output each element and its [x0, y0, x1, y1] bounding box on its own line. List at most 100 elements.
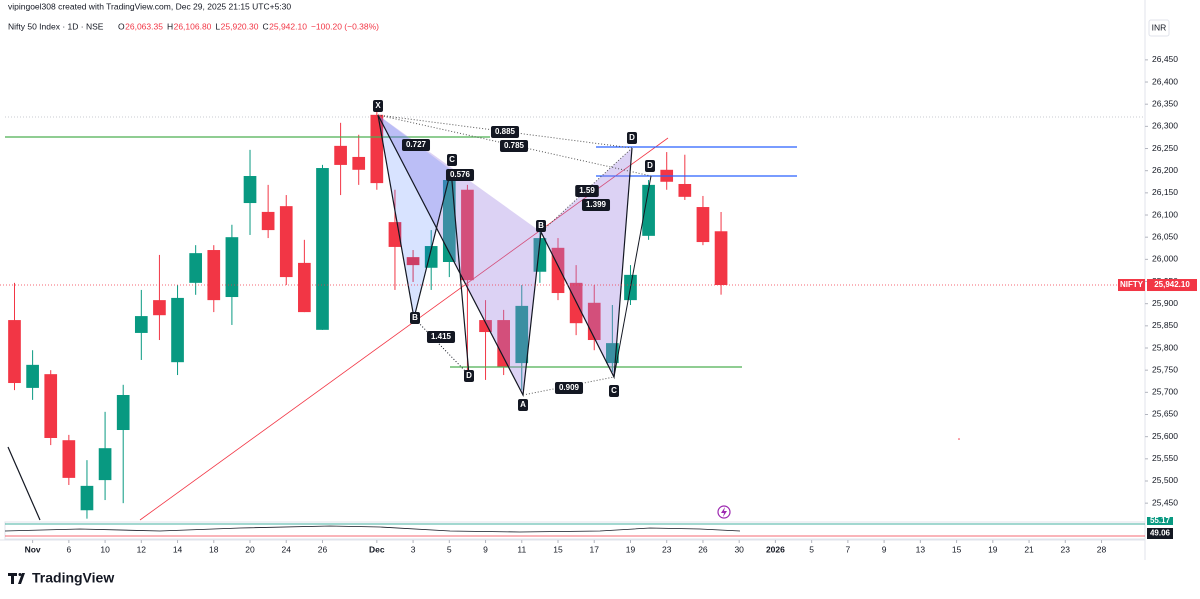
y-tick-label: 26,350 [1152, 98, 1178, 108]
y-tick-label: 26,000 [1152, 254, 1178, 264]
candle-body [696, 207, 710, 243]
y-tick-label: 25,550 [1152, 453, 1178, 463]
x-tick-label: 13 [916, 544, 926, 554]
candle-body [479, 320, 492, 333]
ratio-label: 0.885 [495, 127, 516, 136]
x-tick-label: 21 [1024, 544, 1034, 554]
candle-body [207, 250, 221, 301]
x-tick-label: 28 [1097, 544, 1107, 554]
legend-key: H [167, 21, 173, 31]
trend-line [7, 446, 41, 521]
currency-box[interactable] [1148, 19, 1170, 37]
x-tick-label: 14 [173, 544, 183, 554]
y-tick-label: 26,250 [1152, 143, 1178, 153]
credit: vipingoel308 created with TradingView.co… [8, 1, 291, 11]
pattern-point: D [647, 161, 653, 170]
y-tick-label: 25,700 [1152, 387, 1178, 397]
x-tick-label: 11 [517, 544, 526, 554]
y-tick-label: 25,500 [1152, 475, 1178, 485]
indicator-label: 49.06 [1150, 529, 1171, 538]
pattern-point-box [627, 132, 637, 144]
ratio-label: 0.576 [450, 170, 471, 179]
candle-body [298, 262, 311, 313]
candle-body [62, 440, 76, 478]
pattern-point-box [609, 385, 619, 397]
x-tick-label: 18 [209, 544, 219, 554]
ratio-line [522, 376, 615, 396]
pattern-fill [378, 115, 451, 318]
indicator-line [4, 525, 741, 533]
candle-body [714, 231, 728, 286]
pattern-point: D [629, 133, 635, 142]
last-price-label: 25,942.10 [1154, 280, 1190, 289]
x-tick-label: Nov [25, 544, 41, 554]
indicator-tag [1147, 517, 1173, 525]
x-tick-label: 5 [809, 544, 814, 554]
x-tick-label: 9 [483, 544, 488, 554]
candle-body [116, 394, 130, 431]
pattern-point: B [412, 313, 418, 322]
brand-name: TradingView [32, 570, 114, 586]
x-tick-label: 26 [698, 544, 708, 554]
legend-value: 25,920.30 [221, 21, 259, 31]
pattern-point-box [447, 154, 457, 166]
candle-body [171, 297, 184, 363]
legend-value: 26,106.80 [174, 21, 212, 31]
x-tick-label: 6 [66, 544, 71, 554]
x-tick-label: 15 [952, 544, 962, 554]
x-tick-label: 3 [411, 544, 416, 554]
symbol-tag-box [1118, 279, 1145, 292]
y-tick-label: 25,650 [1152, 409, 1178, 419]
candle-body [334, 145, 347, 165]
candle-body [189, 253, 203, 283]
x-tick-label: 10 [100, 544, 110, 554]
pattern-point-box [536, 220, 546, 232]
candle-body [515, 305, 529, 364]
y-tick-label: 25,750 [1152, 364, 1178, 374]
symbol: Nifty 50 Index · 1D · NSE [8, 21, 104, 31]
y-tick-label: 26,100 [1152, 209, 1178, 219]
ratio-line [413, 317, 470, 376]
candle-body [153, 300, 166, 316]
pattern-point: A [520, 400, 526, 409]
candle-body [243, 176, 257, 204]
x-tick-label: 12 [137, 544, 147, 554]
x-tick-label: 15 [553, 544, 563, 554]
pattern-point-box [464, 370, 474, 382]
candle-body [134, 316, 148, 333]
x-tick-label: 24 [282, 544, 292, 554]
y-tick-label: 26,450 [1152, 54, 1178, 64]
candle-body [370, 114, 384, 184]
ratio-label: 0.909 [559, 383, 580, 392]
legend-change: −100.20 (−0.38%) [311, 21, 379, 31]
candle-body [642, 184, 655, 236]
brand-logo [18, 573, 22, 576]
pattern-point: C [449, 155, 455, 164]
x-tick-label: 19 [626, 544, 636, 554]
pattern-point: C [611, 386, 617, 395]
ratio-box [490, 126, 520, 138]
ratio-label: 1.415 [431, 332, 452, 341]
x-tick-label: 23 [662, 544, 672, 554]
x-tick-label: 2026 [766, 544, 785, 554]
indicator-pane: 55.17 49.06 [4, 516, 1173, 540]
candle-body [406, 257, 420, 266]
ratio-box [401, 139, 431, 151]
ratio-label: 0.727 [406, 140, 427, 149]
candle-body [26, 364, 39, 388]
legend-key: L [215, 21, 220, 31]
candle-body [678, 183, 692, 197]
ratio-box [499, 140, 529, 152]
y-tick-label: 25,450 [1152, 497, 1178, 507]
pattern-line [613, 175, 652, 378]
legend-value: 25,942.10 [269, 21, 307, 31]
alert-icon-bolt [721, 507, 727, 517]
candle-body [497, 320, 510, 368]
candle-body [442, 179, 456, 263]
ratio-label: 1.399 [586, 200, 607, 209]
drawings: X C B D A B C D D 0.727 0.885 0.785 0.576 1.59 1.399 1.… [5, 100, 797, 521]
y-tick-label: 25,900 [1152, 298, 1178, 308]
alert-icon[interactable] [717, 505, 731, 519]
